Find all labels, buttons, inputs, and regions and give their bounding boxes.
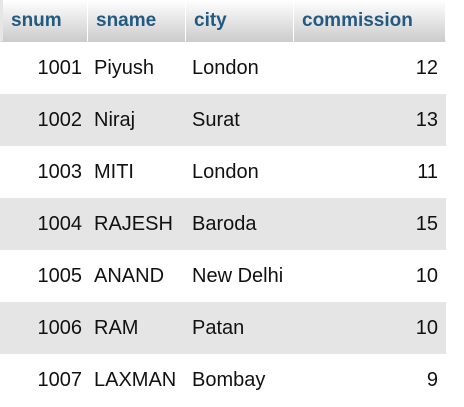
- cell-sname: Piyush: [88, 42, 186, 94]
- cell-snum: 1004: [0, 198, 88, 250]
- cell-city: Baroda: [186, 198, 294, 250]
- table-row[interactable]: 1007 LAXMAN Bombay 9: [0, 354, 446, 406]
- cell-sname: RAJESH: [88, 198, 186, 250]
- cell-snum: 1005: [0, 250, 88, 302]
- column-header-snum[interactable]: snum: [0, 0, 88, 42]
- table-row[interactable]: 1006 RAM Patan 10: [0, 302, 446, 354]
- cell-city: London: [186, 42, 294, 94]
- cell-commission: 13: [294, 94, 446, 146]
- cell-city: Surat: [186, 94, 294, 146]
- cell-commission: 9: [294, 354, 446, 406]
- cell-snum: 1006: [0, 302, 88, 354]
- cell-sname: Niraj: [88, 94, 186, 146]
- cell-commission: 15: [294, 198, 446, 250]
- cell-sname: LAXMAN: [88, 354, 186, 406]
- cell-commission: 12: [294, 42, 446, 94]
- table-row[interactable]: 1001 Piyush London 12: [0, 42, 446, 94]
- results-table: snum sname city commission 1001 Piyush L…: [0, 0, 446, 406]
- cell-sname: ANAND: [88, 250, 186, 302]
- cell-sname: RAM: [88, 302, 186, 354]
- column-header-sname[interactable]: sname: [88, 0, 186, 42]
- column-header-commission[interactable]: commission: [294, 0, 446, 42]
- cell-city: London: [186, 146, 294, 198]
- cell-snum: 1003: [0, 146, 88, 198]
- cell-snum: 1002: [0, 94, 88, 146]
- table-row[interactable]: 1002 Niraj Surat 13: [0, 94, 446, 146]
- cell-sname: MITI: [88, 146, 186, 198]
- table-body: 1001 Piyush London 12 1002 Niraj Surat 1…: [0, 42, 446, 406]
- results-table-container: snum sname city commission 1001 Piyush L…: [0, 0, 446, 406]
- cell-snum: 1001: [0, 42, 88, 94]
- table-row[interactable]: 1005 ANAND New Delhi 10: [0, 250, 446, 302]
- cell-snum: 1007: [0, 354, 88, 406]
- cell-city: Bombay: [186, 354, 294, 406]
- cell-city: Patan: [186, 302, 294, 354]
- cell-commission: 10: [294, 250, 446, 302]
- table-header: snum sname city commission: [0, 0, 446, 42]
- column-header-city[interactable]: city: [186, 0, 294, 42]
- header-row: snum sname city commission: [0, 0, 446, 42]
- table-row[interactable]: 1004 RAJESH Baroda 15: [0, 198, 446, 250]
- cell-city: New Delhi: [186, 250, 294, 302]
- table-row[interactable]: 1003 MITI London 11: [0, 146, 446, 198]
- cell-commission: 11: [294, 146, 446, 198]
- cell-commission: 10: [294, 302, 446, 354]
